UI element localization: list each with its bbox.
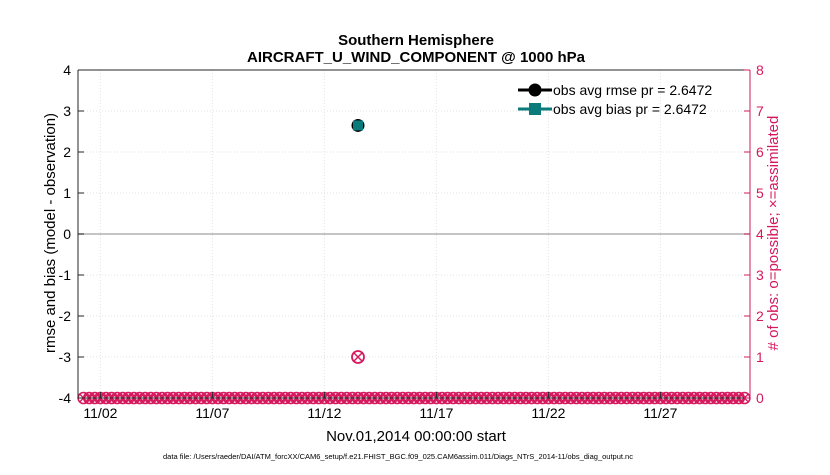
y-tick-label: 3	[63, 103, 71, 119]
y2-tick-label: 0	[756, 390, 764, 406]
legend-rmse-label: obs avg rmse pr = 2.6472	[553, 82, 712, 98]
chart-title: Southern Hemisphere	[338, 32, 494, 49]
y2-tick-label: 2	[756, 308, 764, 324]
y2-tick-label: 3	[756, 267, 764, 283]
legend: obs avg rmse pr = 2.6472 obs avg bias pr…	[518, 82, 712, 117]
x-tick-label: 11/17	[419, 405, 453, 421]
y-tick-label: -3	[59, 349, 72, 365]
legend-rmse-marker	[528, 83, 542, 97]
obs-possible-marker	[351, 350, 365, 364]
y-tick-label: -1	[59, 267, 72, 283]
y2-tick-label: 6	[756, 144, 764, 160]
obs-assimilated-marker	[353, 352, 363, 362]
y-tick-label: 2	[63, 144, 71, 160]
x-tick-label: 11/12	[307, 405, 341, 421]
y2-tick-label: 1	[756, 349, 764, 365]
y-tick-label: 1	[63, 185, 71, 201]
data-file-footnote: data file: /Users/raeder/DAI/ATM_forcXX/…	[163, 452, 633, 461]
y-tick-label: 0	[63, 226, 71, 242]
y-tick-label: -2	[59, 308, 72, 324]
axis-layer: 4 3 2 1 0 -1 -2 -3 -4 8 7 6 5 4 3 2 1 0 11/02 11/07 11/12 11/…	[59, 62, 764, 421]
x-tick-label: 11/07	[195, 405, 229, 421]
chart-subtitle: AIRCRAFT_U_WIND_COMPONENT @ 1000 hPa	[247, 49, 586, 66]
y2-tick-label: 4	[756, 226, 764, 242]
y-axis-label: rmse and bias (model - observation)	[42, 113, 59, 353]
x-tick-label: 11/27	[643, 405, 677, 421]
x-axis-label: Nov.01,2014 00:00:00 start	[326, 428, 507, 445]
y-tick-label: -4	[59, 390, 72, 406]
y2-axis-label: # of obs: o=possible; ×=assimilated	[765, 116, 782, 351]
y-tick-label: 4	[63, 62, 71, 78]
y2-tick-label: 5	[756, 185, 764, 201]
legend-bias-label: obs avg bias pr = 2.6472	[553, 101, 707, 117]
bias-point	[353, 120, 363, 131]
legend-bias-marker	[529, 103, 541, 115]
y2-tick-label: 7	[756, 103, 764, 119]
x-tick-label: 11/22	[531, 405, 565, 421]
y2-tick-label: 8	[756, 62, 764, 78]
x-tick-label: 11/02	[83, 405, 117, 421]
grid-layer	[78, 69, 750, 399]
